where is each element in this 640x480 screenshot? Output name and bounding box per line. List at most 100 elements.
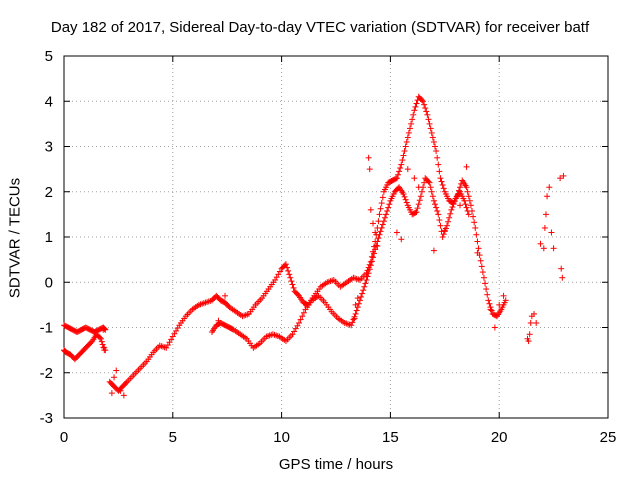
data-point <box>367 262 374 269</box>
y-tick-label: -1 <box>40 320 53 337</box>
data-point <box>398 161 405 168</box>
data-point <box>496 301 503 308</box>
data-point <box>287 274 294 281</box>
data-point <box>434 207 441 214</box>
data-point <box>428 129 435 136</box>
data-point <box>429 193 436 200</box>
data-point <box>525 338 532 345</box>
data-point <box>375 235 382 242</box>
data-point <box>366 266 373 273</box>
data-point <box>474 249 481 256</box>
y-tick-label: 1 <box>45 229 53 246</box>
data-point <box>463 184 470 191</box>
data-point <box>349 319 356 326</box>
data-point <box>373 242 380 249</box>
data-point <box>403 199 410 206</box>
data-point <box>462 201 469 208</box>
data-point <box>354 295 361 302</box>
data-point <box>395 171 402 178</box>
data-point <box>500 292 507 299</box>
data-point <box>438 178 445 185</box>
data-point <box>418 188 425 195</box>
data-point <box>461 197 468 204</box>
data-point <box>430 197 437 204</box>
data-point <box>377 205 384 212</box>
data-point <box>479 269 486 276</box>
data-point <box>463 163 470 170</box>
data-point <box>368 258 375 265</box>
data-point <box>289 281 296 288</box>
y-tick-label: 3 <box>45 139 53 156</box>
grid-layer <box>64 56 608 418</box>
data-point <box>436 168 443 175</box>
data-point <box>557 175 564 182</box>
data-point <box>450 201 457 208</box>
x-tick-label: 20 <box>491 429 508 446</box>
data-point <box>410 111 417 118</box>
data-point <box>376 211 383 218</box>
data-point <box>483 286 490 293</box>
data-point <box>480 274 487 281</box>
data-point <box>402 143 409 150</box>
data-point <box>427 184 434 191</box>
data-point <box>470 213 477 220</box>
data-point <box>433 204 440 211</box>
data-point <box>290 284 297 291</box>
data-point <box>457 202 464 209</box>
data-point <box>435 211 442 218</box>
data-point <box>406 125 413 132</box>
data-point <box>97 335 104 342</box>
data-point <box>383 211 390 218</box>
data-point <box>465 193 472 200</box>
data-point <box>435 161 442 168</box>
data-point <box>398 236 405 243</box>
data-point <box>380 218 387 225</box>
data-point <box>475 245 482 252</box>
data-point <box>392 175 399 182</box>
data-point <box>464 188 471 195</box>
x-tick-label: 5 <box>169 429 177 446</box>
data-point <box>404 134 411 141</box>
data-point <box>288 278 295 285</box>
data-point <box>363 276 370 283</box>
data-point <box>477 257 484 264</box>
data-point <box>449 204 456 211</box>
data-point <box>393 175 400 182</box>
data-point <box>540 245 547 252</box>
y-tick-label: 5 <box>45 48 53 65</box>
data-point <box>423 108 430 115</box>
data-point <box>441 227 448 234</box>
data-point <box>404 166 411 173</box>
data-point <box>428 188 435 195</box>
data-point <box>488 307 495 314</box>
data-point <box>400 191 407 198</box>
data-point <box>222 292 229 299</box>
data-point <box>446 214 453 221</box>
data-point <box>300 309 307 316</box>
data-points <box>61 93 567 399</box>
data-point <box>471 219 478 226</box>
data-point <box>350 316 357 323</box>
data-point <box>123 379 130 386</box>
data-point <box>412 103 419 110</box>
data-point <box>375 218 382 225</box>
data-point <box>484 291 491 298</box>
data-point <box>108 390 115 397</box>
data-point <box>413 100 420 107</box>
data-point <box>362 280 369 287</box>
data-point <box>424 111 431 118</box>
data-point <box>405 129 412 136</box>
data-point <box>369 254 376 261</box>
y-tick-label: 2 <box>45 184 53 201</box>
data-point <box>396 168 403 175</box>
data-point <box>99 341 106 348</box>
y-tick-label: -3 <box>40 410 53 427</box>
data-point <box>215 317 222 324</box>
data-point <box>351 315 358 322</box>
data-point <box>413 209 420 216</box>
data-point <box>412 209 419 216</box>
chart-title: Day 182 of 2017, Sidereal Day-to-day VTE… <box>50 19 590 36</box>
data-point <box>286 271 293 278</box>
data-point <box>466 197 473 204</box>
